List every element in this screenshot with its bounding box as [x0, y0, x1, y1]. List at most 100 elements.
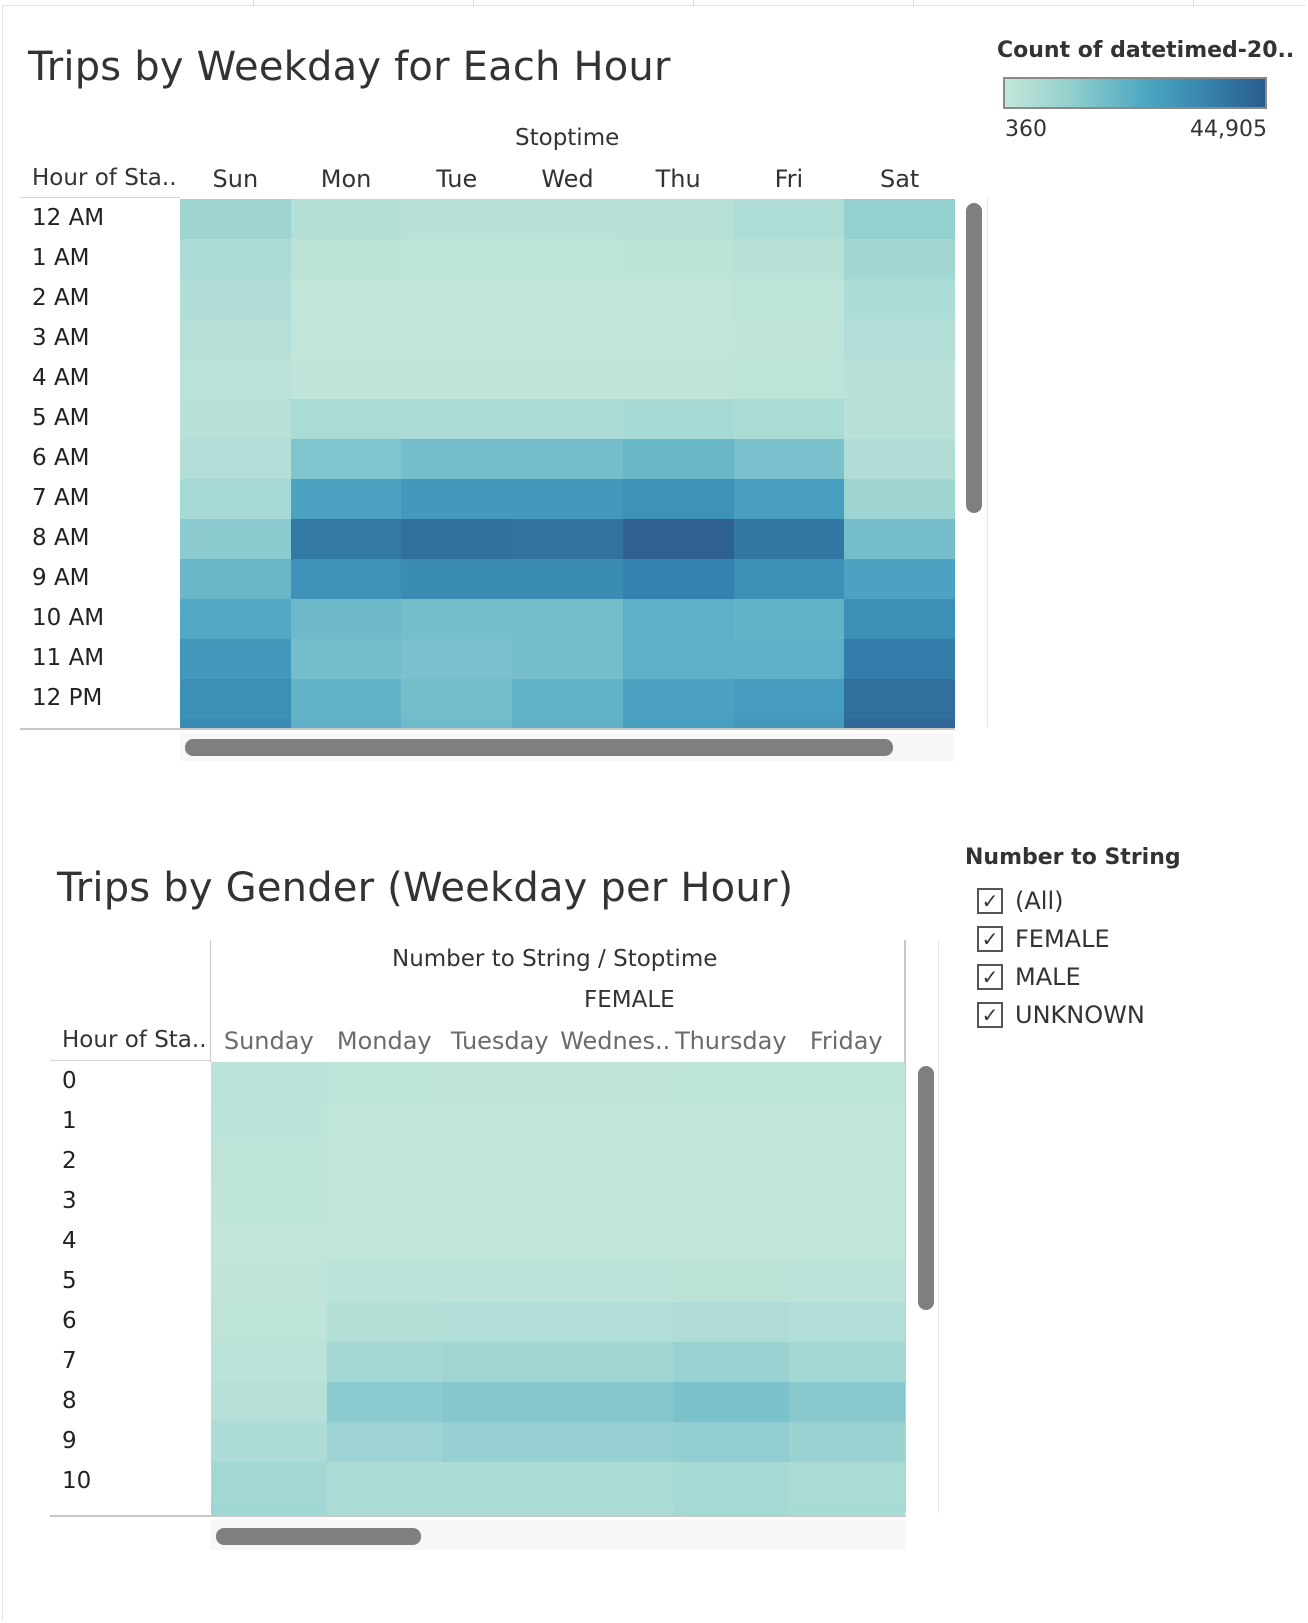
heatmap-cell[interactable]	[557, 1422, 674, 1462]
heatmap-cell[interactable]	[290, 679, 402, 719]
heatmap-cell[interactable]	[622, 639, 734, 679]
heatmap-cell[interactable]	[180, 679, 291, 719]
heatmap-cell[interactable]	[788, 1422, 905, 1462]
heatmap-cell[interactable]	[512, 559, 624, 599]
heatmap-cell[interactable]	[844, 599, 956, 639]
heatmap-cell[interactable]	[401, 199, 513, 239]
chart1-vertical-scrollbar[interactable]	[966, 203, 982, 513]
heatmap-cell[interactable]	[557, 1222, 674, 1262]
heatmap-cell[interactable]	[290, 359, 402, 399]
heatmap-cell[interactable]	[290, 519, 402, 559]
heatmap-cell[interactable]	[512, 199, 624, 239]
heatmap-cell[interactable]	[442, 1102, 558, 1142]
heatmap-cell[interactable]	[326, 1342, 443, 1382]
heatmap-cell[interactable]	[788, 1262, 905, 1302]
heatmap-cell[interactable]	[844, 279, 956, 319]
heatmap-cell[interactable]	[290, 639, 402, 679]
heatmap-cell[interactable]	[788, 1102, 905, 1142]
heatmap-cell[interactable]	[180, 519, 291, 559]
heatmap-cell[interactable]	[401, 239, 513, 279]
heatmap-cell[interactable]	[673, 1222, 789, 1262]
filter-item-all[interactable]: ✓ (All)	[977, 887, 1063, 915]
heatmap-cell[interactable]	[557, 1302, 674, 1342]
filter-item-male[interactable]: ✓ MALE	[977, 963, 1081, 991]
heatmap-cell[interactable]	[788, 1062, 905, 1102]
heatmap-cell[interactable]	[401, 399, 513, 439]
checkbox-checked-icon[interactable]: ✓	[977, 964, 1003, 990]
heatmap-cell[interactable]	[622, 319, 734, 359]
heatmap-cell[interactable]	[673, 1262, 789, 1302]
heatmap-cell[interactable]	[673, 1102, 789, 1142]
heatmap-cell[interactable]	[326, 1262, 443, 1302]
heatmap-cell[interactable]	[180, 359, 291, 399]
heatmap-cell[interactable]	[557, 1462, 674, 1502]
heatmap-cell[interactable]	[442, 1182, 558, 1222]
heatmap-cell[interactable]	[788, 1142, 905, 1182]
heatmap-cell[interactable]	[622, 199, 734, 239]
heatmap-cell[interactable]	[673, 1382, 789, 1422]
heatmap-cell[interactable]	[290, 399, 402, 439]
heatmap-cell[interactable]	[211, 1462, 327, 1502]
heatmap-cell[interactable]	[844, 359, 956, 399]
heatmap-cell[interactable]	[180, 319, 291, 359]
heatmap-cell[interactable]	[788, 1182, 905, 1222]
heatmap-cell[interactable]	[180, 279, 291, 319]
heatmap-cell[interactable]	[622, 679, 734, 719]
heatmap-cell[interactable]	[290, 239, 402, 279]
heatmap-cell[interactable]	[180, 639, 291, 679]
heatmap-cell[interactable]	[401, 639, 513, 679]
heatmap-cell[interactable]	[512, 359, 624, 399]
heatmap-cell[interactable]	[733, 359, 845, 399]
heatmap-cell[interactable]	[557, 1342, 674, 1382]
heatmap-cell[interactable]	[326, 1142, 443, 1182]
heatmap-cell[interactable]	[733, 279, 845, 319]
heatmap-cell[interactable]	[557, 1142, 674, 1182]
heatmap-cell[interactable]	[733, 439, 845, 479]
heatmap-cell[interactable]	[442, 1222, 558, 1262]
heatmap-cell[interactable]	[557, 1262, 674, 1302]
heatmap-cell[interactable]	[211, 1262, 327, 1302]
heatmap-cell[interactable]	[211, 1302, 327, 1342]
heatmap-cell[interactable]	[557, 1382, 674, 1422]
heatmap-cell[interactable]	[844, 679, 956, 719]
filter-item-unknown[interactable]: ✓ UNKNOWN	[977, 1001, 1145, 1029]
heatmap-cell[interactable]	[512, 679, 624, 719]
heatmap-cell[interactable]	[401, 519, 513, 559]
heatmap-cell[interactable]	[211, 1062, 327, 1102]
heatmap-cell[interactable]	[844, 519, 956, 559]
heatmap-cell[interactable]	[733, 519, 845, 559]
heatmap-cell[interactable]	[512, 239, 624, 279]
heatmap-cell[interactable]	[733, 479, 845, 519]
heatmap-cell[interactable]	[290, 559, 402, 599]
heatmap-cell[interactable]	[512, 599, 624, 639]
heatmap-cell[interactable]	[512, 439, 624, 479]
heatmap-cell[interactable]	[788, 1342, 905, 1382]
heatmap-cell[interactable]	[180, 199, 291, 239]
heatmap-cell[interactable]	[401, 679, 513, 719]
filter-item-female[interactable]: ✓ FEMALE	[977, 925, 1110, 953]
heatmap-cell[interactable]	[290, 199, 402, 239]
heatmap-cell[interactable]	[788, 1462, 905, 1502]
chart2-horizontal-scrollbar[interactable]	[216, 1528, 421, 1545]
heatmap-cell[interactable]	[622, 359, 734, 399]
heatmap-cell[interactable]	[622, 599, 734, 639]
heatmap-cell[interactable]	[180, 599, 291, 639]
heatmap-cell[interactable]	[733, 399, 845, 439]
heatmap-cell[interactable]	[673, 1302, 789, 1342]
heatmap-cell[interactable]	[180, 559, 291, 599]
heatmap-cell[interactable]	[290, 599, 402, 639]
heatmap-cell[interactable]	[326, 1182, 443, 1222]
heatmap-cell[interactable]	[557, 1102, 674, 1142]
heatmap-cell[interactable]	[401, 559, 513, 599]
heatmap-cell[interactable]	[512, 479, 624, 519]
heatmap-cell[interactable]	[211, 1102, 327, 1142]
heatmap-cell[interactable]	[844, 479, 956, 519]
heatmap-cell[interactable]	[401, 479, 513, 519]
heatmap-cell[interactable]	[844, 319, 956, 359]
heatmap-cell[interactable]	[211, 1422, 327, 1462]
heatmap-cell[interactable]	[622, 559, 734, 599]
heatmap-cell[interactable]	[442, 1142, 558, 1182]
heatmap-cell[interactable]	[512, 319, 624, 359]
heatmap-cell[interactable]	[788, 1222, 905, 1262]
heatmap-cell[interactable]	[401, 359, 513, 399]
